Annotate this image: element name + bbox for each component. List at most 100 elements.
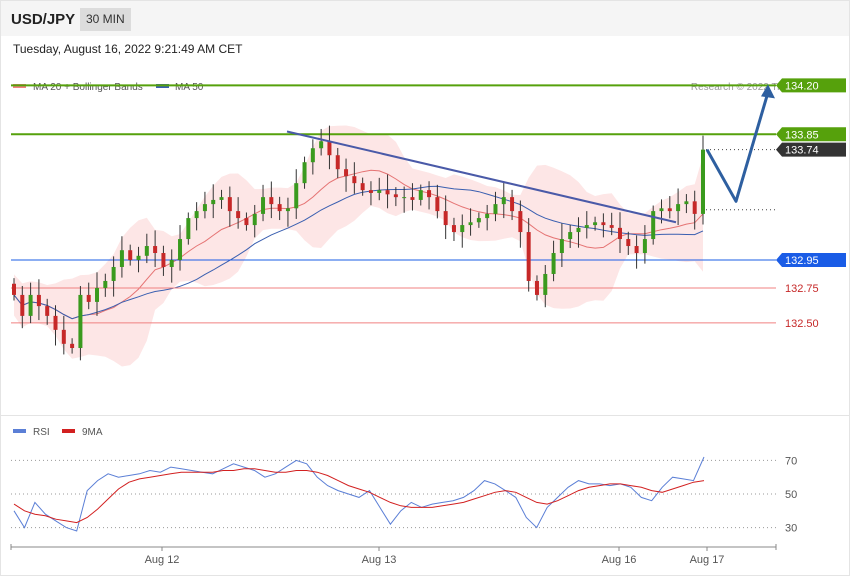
rsi-tick-label: 70 [785, 455, 797, 467]
legend-ma20: MA 20 + Bollinger Bands [33, 82, 143, 93]
candle-body [169, 260, 174, 267]
candle-body [360, 183, 365, 191]
candle-body [36, 294, 41, 307]
candle-body [70, 343, 75, 349]
candle-body [684, 201, 689, 205]
candle-body [236, 211, 241, 219]
legend-9ma: 9MA [82, 427, 103, 438]
candle-body [352, 176, 357, 184]
candle-body [119, 250, 124, 267]
legend-9ma-swatch [62, 429, 75, 433]
candle-body [28, 294, 33, 316]
price-tag-134.20 [776, 78, 846, 93]
forecast-path [705, 91, 770, 203]
candle-body [103, 280, 108, 288]
candle-body [277, 204, 282, 212]
candle-body [45, 306, 50, 316]
candle-body [377, 190, 382, 193]
price-tag-label: 134.20 [785, 80, 819, 92]
timestamp: Tuesday, August 16, 2022 9:21:49 AM CET [13, 42, 243, 56]
price-tag-label: 133.74 [785, 145, 819, 157]
candle-body [269, 197, 274, 205]
candle-body [153, 246, 158, 254]
rsi-tick-label: 50 [785, 489, 797, 501]
candle-body [178, 239, 183, 260]
rsi-plot: 70 50 30 [11, 455, 797, 535]
bollinger-bands [14, 125, 703, 367]
candle-body [534, 280, 539, 295]
price-tag-133.85 [776, 127, 846, 142]
legend-ma50: MA 50 [175, 82, 204, 93]
candle-body [261, 197, 266, 214]
candle-body [211, 199, 216, 205]
candle-body [510, 197, 515, 212]
candle-body [485, 213, 490, 219]
level-label: 132.75 [785, 283, 819, 295]
candle-body [601, 222, 606, 226]
ma20-line [13, 169, 704, 320]
candle-body [294, 183, 299, 209]
rsi-tick-label: 30 [785, 523, 797, 535]
candle-body [252, 213, 257, 226]
candle-body [244, 218, 249, 226]
x-tick-label: Aug 17 [690, 554, 725, 566]
price-tag-133.74 [776, 142, 846, 157]
candle-body [385, 190, 390, 195]
candle-body [526, 232, 531, 281]
rsi-9ma-line [13, 468, 705, 524]
candle-body [344, 169, 349, 177]
panel-divider [1, 415, 849, 416]
instrument-title: USD/JPY [11, 11, 76, 28]
candle-body [319, 141, 324, 149]
level-label: 132.50 [785, 318, 819, 330]
credit: Research © 2022 Trading Central [691, 82, 840, 93]
candle-body [584, 225, 589, 228]
candle-body [659, 208, 664, 212]
candle-body [701, 149, 705, 214]
price-tag-label: 132.95 [785, 255, 819, 267]
candle-body [634, 246, 639, 254]
candle-body [501, 197, 506, 205]
candle-body [136, 255, 141, 260]
candle-body [12, 283, 16, 295]
candle-body [302, 162, 307, 184]
candle-body [667, 208, 672, 212]
price-tag-label: 133.85 [785, 129, 819, 141]
candle-body [186, 218, 191, 240]
price-tag-132.95 [776, 253, 846, 267]
candle-body [476, 218, 481, 223]
candle-body [393, 194, 398, 198]
legend-rsi: RSI [33, 427, 50, 438]
candle-body [576, 227, 581, 233]
trendline [286, 130, 677, 224]
x-axis: Aug 12 Aug 13 Aug 16 Aug 17 [10, 544, 777, 566]
candle-body [285, 208, 290, 212]
candle-body [593, 222, 598, 226]
x-tick-label: Aug 16 [602, 554, 637, 566]
candle-body [161, 253, 166, 267]
candle-body [418, 190, 423, 200]
candle-body [368, 190, 373, 193]
x-tick-label: Aug 13 [362, 554, 397, 566]
candle-body [402, 197, 407, 199]
candle-body [310, 148, 315, 163]
candle-body [543, 273, 548, 295]
x-tick-label: Aug 12 [145, 554, 180, 566]
candle-body [609, 225, 614, 228]
candle-body [194, 211, 199, 219]
candle-body [78, 294, 83, 349]
candle-body [61, 329, 66, 344]
timeframe-button[interactable]: 30 MIN [80, 8, 131, 31]
candle-body [335, 155, 340, 170]
candle-body [219, 197, 224, 200]
candle-body [111, 266, 116, 281]
candle-body [551, 253, 556, 274]
candle-body [460, 225, 465, 233]
candle-body [518, 211, 523, 233]
candle-body [144, 246, 149, 256]
candle-body [626, 239, 631, 247]
candle-body [568, 232, 573, 240]
candle-body [410, 197, 415, 200]
candle-body [617, 227, 622, 240]
